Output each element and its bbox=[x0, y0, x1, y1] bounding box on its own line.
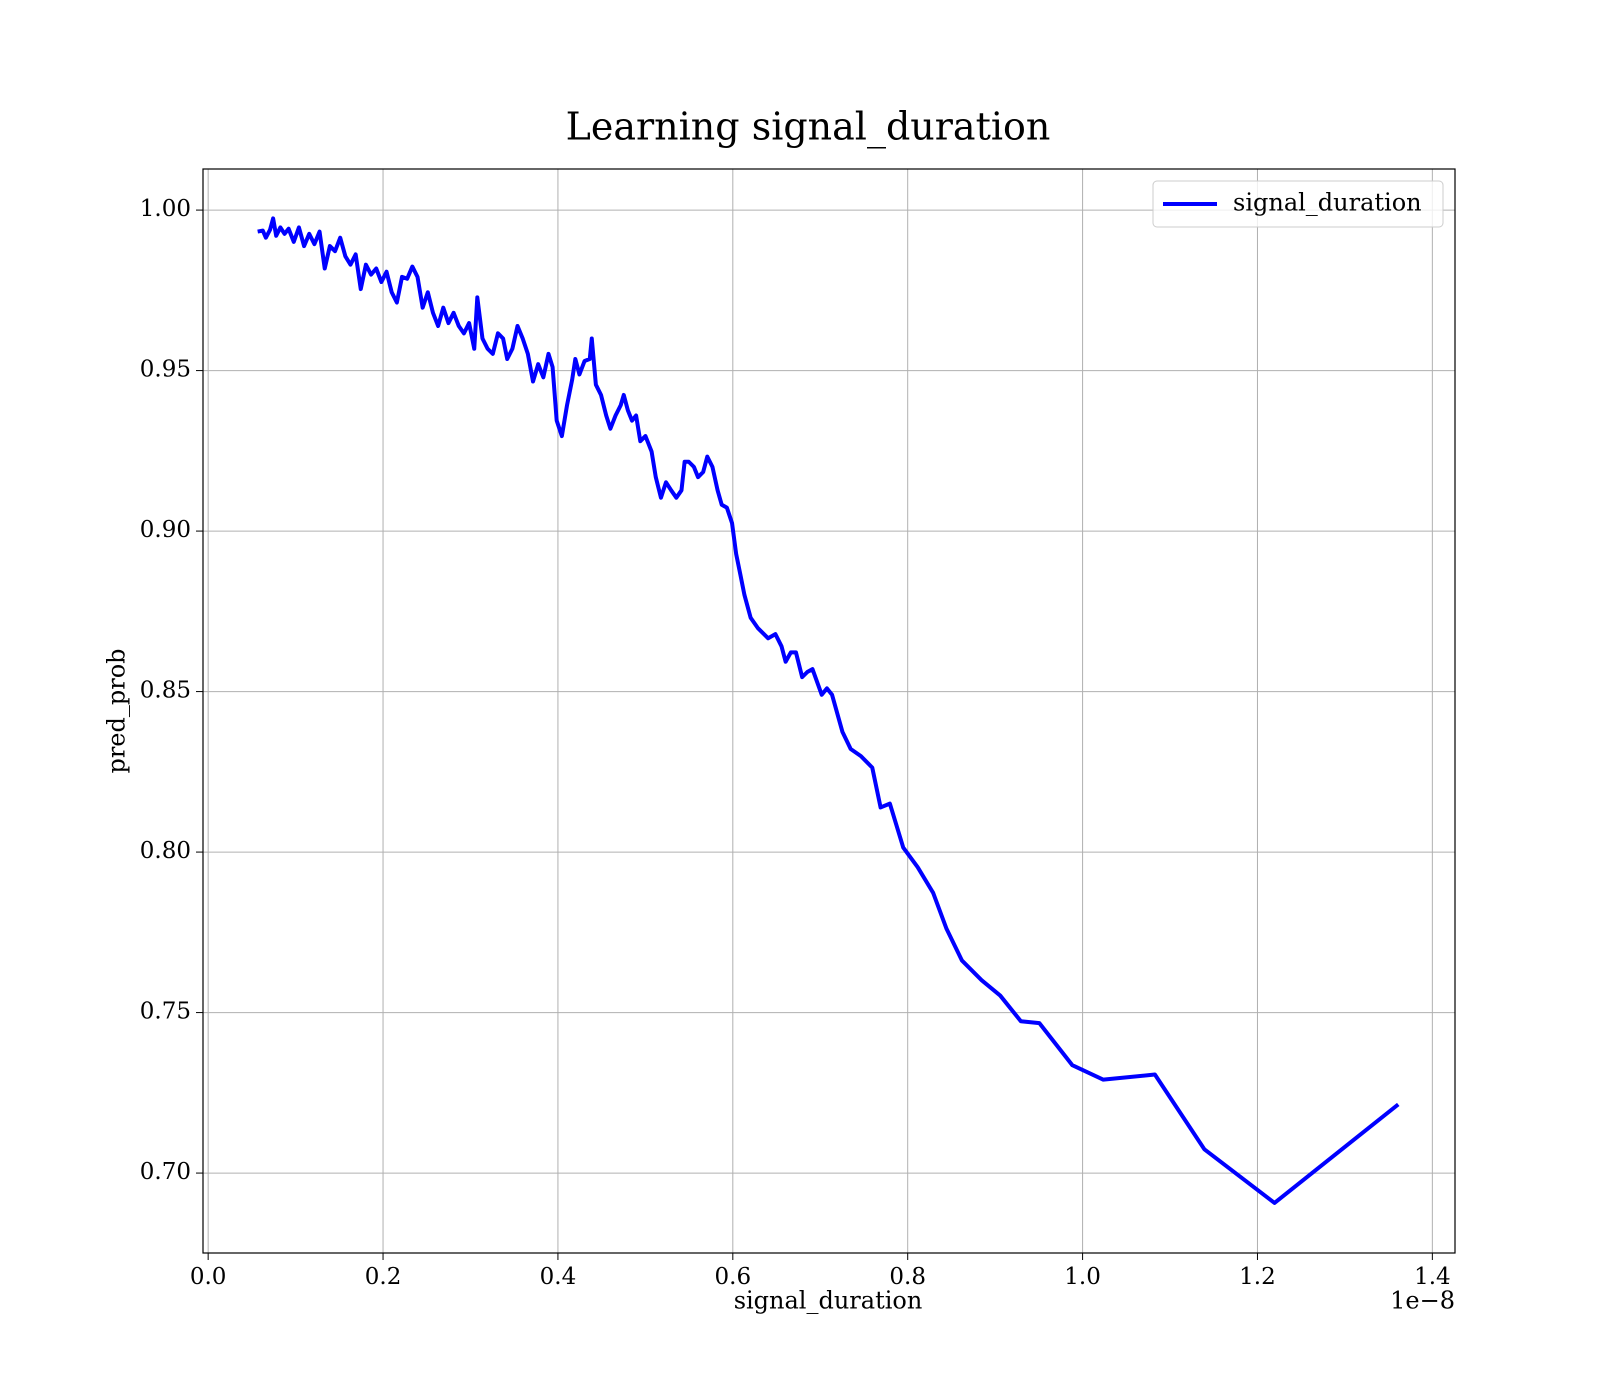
x-tick-label: 1.2 bbox=[1239, 1264, 1276, 1290]
y-axis-label: pred_prob bbox=[103, 648, 131, 773]
y-tick-label: 0.95 bbox=[140, 357, 191, 383]
x-tick-label: 0.8 bbox=[889, 1264, 926, 1290]
x-tick-label: 0.0 bbox=[190, 1264, 227, 1290]
y-tick-label: 0.80 bbox=[140, 838, 191, 864]
y-tick-label: 0.85 bbox=[140, 678, 191, 704]
line-series bbox=[257, 216, 1400, 1205]
x-tick-label: 1.0 bbox=[1064, 1264, 1101, 1290]
y-tick-label: 0.70 bbox=[140, 1159, 191, 1185]
x-tick-label: 0.2 bbox=[365, 1264, 402, 1290]
x-tick-label: 1.4 bbox=[1414, 1264, 1451, 1290]
legend-box bbox=[1152, 180, 1444, 228]
y-tick-label: 1.00 bbox=[140, 196, 191, 222]
chart-title: Learning signal_duration bbox=[566, 105, 1051, 150]
x-axis-label: signal_duration bbox=[734, 1287, 923, 1315]
plot-frame bbox=[202, 168, 1456, 1254]
legend: signal_duration bbox=[1152, 180, 1444, 228]
x-tick-label: 0.4 bbox=[540, 1264, 577, 1290]
x-offset-label: 1e−8 bbox=[1390, 1287, 1455, 1315]
y-tick-label: 0.90 bbox=[140, 517, 191, 543]
x-tick-label: 0.6 bbox=[715, 1264, 752, 1290]
y-tick-label: 0.75 bbox=[140, 999, 191, 1025]
legend-label: signal_duration bbox=[1233, 189, 1422, 217]
